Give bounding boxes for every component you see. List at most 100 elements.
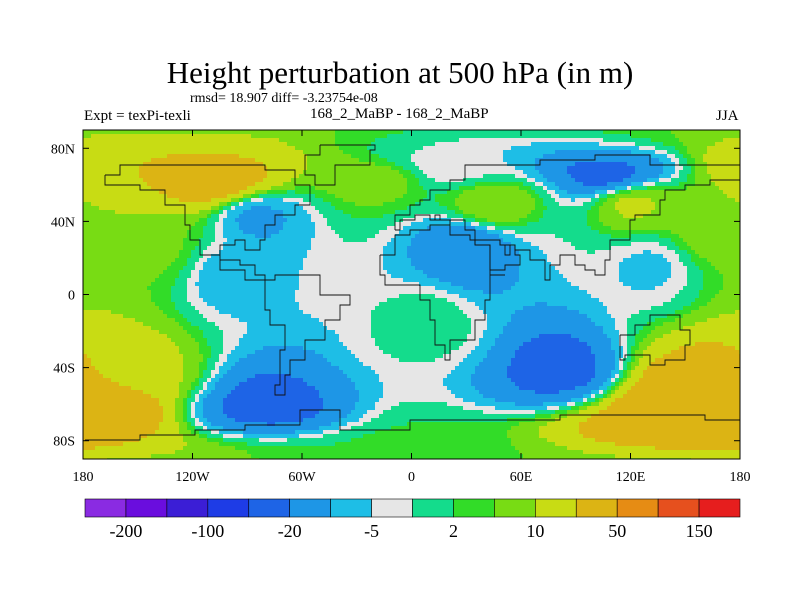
field-cell bbox=[191, 166, 196, 171]
field-cell bbox=[99, 238, 104, 243]
field-cell bbox=[307, 278, 312, 283]
field-cell bbox=[115, 226, 120, 231]
field-cell bbox=[179, 410, 184, 415]
field-cell bbox=[107, 370, 112, 375]
field-cell bbox=[295, 402, 300, 407]
field-cell bbox=[191, 234, 196, 239]
field-cell bbox=[135, 362, 140, 367]
field-cell bbox=[251, 306, 256, 311]
field-cell bbox=[91, 382, 96, 387]
field-cell bbox=[207, 318, 212, 323]
field-cell bbox=[255, 174, 260, 179]
field-cell bbox=[311, 374, 316, 379]
field-cell bbox=[231, 158, 236, 163]
field-cell bbox=[171, 254, 176, 259]
field-cell bbox=[163, 166, 168, 171]
field-cell bbox=[191, 418, 196, 423]
field-cell bbox=[287, 402, 292, 407]
field-cell bbox=[215, 134, 220, 139]
field-cell bbox=[259, 430, 264, 435]
field-cell bbox=[211, 246, 216, 251]
field-cell bbox=[87, 186, 92, 191]
field-cell bbox=[143, 146, 148, 151]
field-cell bbox=[143, 406, 148, 411]
field-cell bbox=[307, 286, 312, 291]
field-cell bbox=[303, 198, 308, 203]
field-cell bbox=[215, 302, 220, 307]
field-cell bbox=[231, 170, 236, 175]
field-cell bbox=[139, 338, 144, 343]
field-cell bbox=[271, 330, 276, 335]
field-cell bbox=[291, 298, 296, 303]
field-cell bbox=[111, 298, 116, 303]
field-cell bbox=[215, 190, 220, 195]
field-cell bbox=[155, 342, 160, 347]
field-cell bbox=[239, 322, 244, 327]
field-cell bbox=[299, 362, 304, 367]
field-cell bbox=[159, 426, 164, 431]
field-cell bbox=[119, 394, 124, 399]
field-cell bbox=[251, 314, 256, 319]
field-cell bbox=[111, 206, 116, 211]
field-cell bbox=[83, 142, 88, 147]
field-cell bbox=[203, 250, 208, 255]
field-cell bbox=[199, 402, 204, 407]
field-cell bbox=[171, 394, 176, 399]
field-cell bbox=[115, 290, 120, 295]
field-cell bbox=[87, 210, 92, 215]
field-cell bbox=[191, 278, 196, 283]
field-cell bbox=[151, 446, 156, 451]
field-cell bbox=[251, 350, 256, 355]
field-cell bbox=[207, 166, 212, 171]
field-cell bbox=[283, 430, 288, 435]
field-cell bbox=[103, 386, 108, 391]
field-cell bbox=[315, 166, 320, 171]
field-cell bbox=[83, 362, 88, 367]
field-cell bbox=[215, 450, 220, 455]
field-cell bbox=[135, 134, 140, 139]
field-cell bbox=[303, 222, 308, 227]
field-cell bbox=[187, 214, 192, 219]
field-cell bbox=[259, 322, 264, 327]
field-cell bbox=[203, 282, 208, 287]
field-cell bbox=[255, 202, 260, 207]
field-cell bbox=[151, 326, 156, 331]
field-cell bbox=[135, 206, 140, 211]
field-cell bbox=[203, 174, 208, 179]
field-cell bbox=[163, 262, 168, 267]
field-cell bbox=[279, 170, 284, 175]
field-cell bbox=[83, 254, 88, 259]
field-cell bbox=[275, 426, 280, 431]
field-cell bbox=[115, 282, 120, 287]
field-cell bbox=[211, 218, 216, 223]
field-cell bbox=[147, 154, 152, 159]
field-cell bbox=[263, 218, 268, 223]
field-cell bbox=[95, 338, 100, 343]
field-cell bbox=[299, 130, 304, 135]
field-cell bbox=[283, 138, 288, 143]
field-cell bbox=[87, 362, 92, 367]
field-cell bbox=[195, 222, 200, 227]
field-cell bbox=[95, 142, 100, 147]
field-cell bbox=[131, 262, 136, 267]
field-cell bbox=[99, 258, 104, 263]
field-cell bbox=[267, 138, 272, 143]
field-cell bbox=[127, 434, 132, 439]
field-cell bbox=[183, 234, 188, 239]
field-cell bbox=[143, 402, 148, 407]
field-cell bbox=[323, 158, 328, 163]
field-cell bbox=[191, 454, 196, 459]
field-cell bbox=[119, 358, 124, 363]
field-cell bbox=[191, 182, 196, 187]
field-cell bbox=[103, 202, 108, 207]
field-cell bbox=[87, 450, 92, 455]
field-cell bbox=[263, 406, 268, 411]
field-cell bbox=[223, 202, 228, 207]
field-cell bbox=[83, 390, 88, 395]
field-cell bbox=[307, 398, 312, 403]
field-cell bbox=[239, 350, 244, 355]
field-cell bbox=[263, 222, 268, 227]
field-cell bbox=[295, 146, 300, 151]
field-cell bbox=[187, 398, 192, 403]
field-cell bbox=[239, 394, 244, 399]
